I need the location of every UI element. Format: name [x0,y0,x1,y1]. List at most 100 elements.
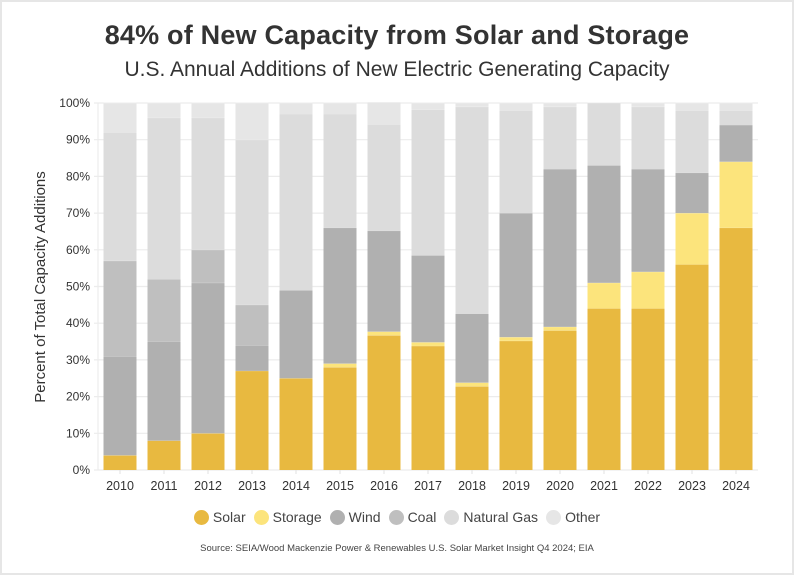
bar-segment-wind [279,290,313,379]
bar-segment-solar [235,370,269,470]
x-tick-label: 2010 [106,479,134,493]
x-tick-label: 2019 [502,479,530,493]
legend-swatch [546,509,562,525]
bar-segment-natural-gas [543,106,577,170]
bar-segment-solar [279,378,313,470]
y-tick-label: 60% [66,243,90,257]
legend-label: Solar [212,509,246,525]
bar-segment-wind [455,313,489,383]
bar-segment-solar [499,340,533,470]
bar-segment-natural-gas [587,103,621,166]
bar-segment-wind [367,230,401,332]
bar-segment-natural-gas [191,117,225,250]
bar-segment-storage [543,326,577,331]
bar-segment-wind [631,169,665,272]
bar-segment-solar [323,367,357,470]
bar-segment-solar [455,386,489,470]
bar-segment-storage [719,161,753,228]
y-tick-label: 100% [59,96,90,110]
x-tick-label: 2012 [194,479,222,493]
legend-item-wind: Wind [329,509,381,525]
bar-segment-natural-gas [147,117,181,280]
bar-segment-other [631,103,665,107]
chart-title: 84% of New Capacity from Solar and Stora… [104,20,690,50]
bar-segment-solar [631,308,665,470]
x-tick-label: 2021 [590,479,618,493]
y-tick-label: 50% [66,280,90,294]
y-tick-label: 40% [66,316,90,330]
bar-stack-2024 [719,102,753,470]
bar-segment-wind [191,282,225,434]
x-tick-label: 2014 [282,479,310,493]
bar-segment-other [543,103,577,107]
bar-stack-2023 [675,102,709,470]
y-axis-ticks: 0% 10% 20% 30% 40% 50% 60% 70% 80% 90% 100% [59,96,90,477]
legend-item-coal: Coal [388,509,436,525]
chart-subtitle: U.S. Annual Additions of New Electric Ge… [124,58,670,81]
bar-stack-2019 [499,102,533,470]
bar-segment-wind [587,165,621,283]
bar-stack-2011 [147,102,181,470]
bar-segment-natural-gas [367,124,401,231]
bar-segment-solar [103,455,137,470]
x-tick-label: 2023 [678,479,706,493]
bar-stack-2014 [279,102,313,470]
bar-segment-other [499,103,533,111]
bar-stack-2010 [103,102,137,470]
bar-segment-natural-gas [455,106,489,314]
bar-stack-2017 [411,102,445,470]
legend: Solar Storage Wind Coal Natural Gas Other [0,509,794,525]
x-tick-label: 2017 [414,479,442,493]
x-axis-ticks: 2010 2011 2012 2013 2014 2015 2016 2017 2018 2019… [106,470,750,493]
x-tick-label: 2018 [458,479,486,493]
x-tick-label: 2020 [546,479,574,493]
legend-item-natural-gas: Natural Gas [444,509,538,525]
bar-segment-natural-gas [631,106,665,170]
x-tick-label: 2024 [722,479,750,493]
bar-segment-other [719,103,753,111]
bar-segment-wind [103,356,137,456]
bar-segment-storage [323,363,357,368]
y-tick-label: 30% [66,353,90,367]
legend-label: Natural Gas [463,509,539,525]
bar-segment-wind [543,169,577,327]
bar-stack-2015 [323,102,357,470]
bar-segment-other [235,103,269,140]
bar-segment-other [455,103,489,107]
legend-label: Other [565,509,601,525]
bar-segment-natural-gas [499,110,533,214]
bar-segment-other [191,103,225,118]
bar-segment-natural-gas [323,114,357,228]
bar-segment-storage [367,331,401,336]
bar-segment-coal [103,260,137,357]
bar-stack-2016 [367,101,401,470]
y-tick-label: 90% [66,133,90,147]
bar-stack-2018 [455,102,489,470]
y-tick-label: 0% [73,463,91,477]
bar-segment-natural-gas [411,109,445,256]
bar-stack-2013 [235,102,269,470]
bar-stack-2020 [543,102,577,470]
bar-segment-natural-gas [235,139,269,305]
bar-segment-other [367,102,401,125]
legend-item-solar: Solar [193,509,246,525]
bar-segment-solar [543,330,577,470]
bar-segment-natural-gas [675,110,709,173]
bar-segment-wind [147,341,181,441]
legend-label: Storage [272,509,322,525]
bar-segment-other [103,103,137,133]
bar-segment-wind [675,172,709,214]
bar-segment-wind [323,227,357,364]
bar-segment-wind [411,255,445,343]
bar-segment-other [279,103,313,115]
bar-segment-solar [191,433,225,470]
x-tick-label: 2022 [634,479,662,493]
bar-segment-coal [191,249,225,283]
bar-segment-other [147,103,181,118]
bar-segment-solar [675,264,709,470]
bar-segment-natural-gas [719,110,753,126]
y-tick-label: 70% [66,206,90,220]
x-tick-label: 2015 [326,479,354,493]
y-tick-label: 80% [66,169,90,183]
legend-swatch [388,509,404,525]
